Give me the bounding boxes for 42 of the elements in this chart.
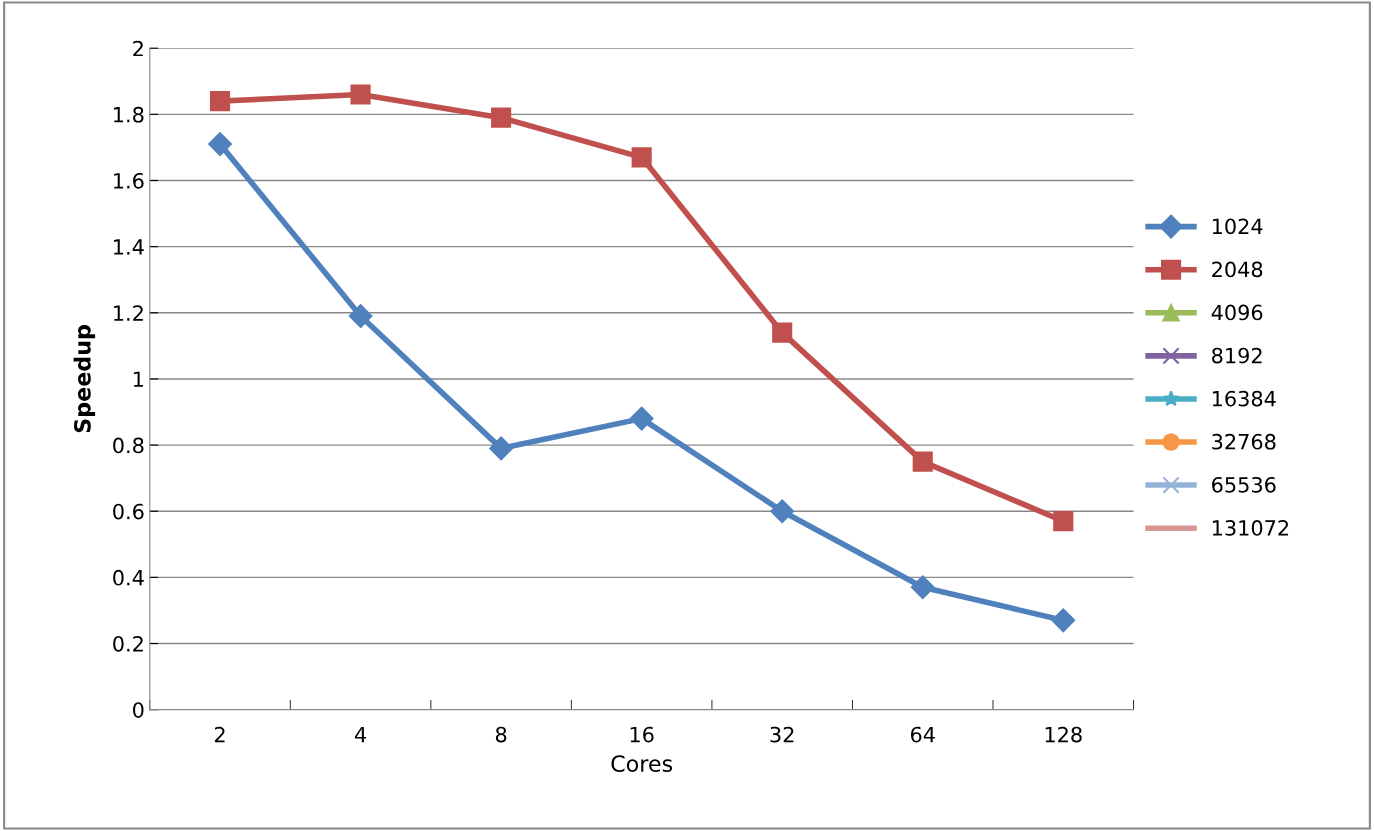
legend-label: 2048 [1212,261,1263,278]
point [772,322,793,343]
point [912,451,933,472]
y-tick-label: 1 [133,371,143,387]
x-tick-label: 32 [770,726,794,743]
point [350,84,371,105]
x-tick-label: 4 [354,726,367,743]
point [770,499,795,524]
point [348,304,373,328]
legend-label: 131072 [1212,520,1289,536]
point [489,436,513,461]
y-tick-label: 1.4 [114,239,144,255]
legend-label: 1024 [1212,218,1263,235]
x-tick-label: 128 [1045,726,1082,743]
x-tick-label: 64 [910,726,935,743]
x-axis-title: Cores [611,755,673,773]
point [208,132,232,156]
legend-label: 65536 [1212,476,1276,493]
legend-label: 32768 [1212,433,1276,450]
y-tick-label: 1.2 [114,305,143,321]
legend-label: 16384 [1212,390,1276,407]
x-tick-label: 8 [495,726,507,743]
point [1053,511,1074,532]
y-tick-label: 1.8 [114,106,144,123]
point [629,406,654,431]
point [209,91,231,112]
y-tick-label: 0 [133,702,144,718]
y-tick-label: 2 [133,40,143,57]
legend-label: 8192 [1212,347,1262,364]
point [491,107,512,128]
point [631,147,652,168]
y-tick-label: 0.4 [113,569,144,586]
y-tick-label: 0.6 [113,503,144,520]
legend-label: 4096 [1211,304,1263,321]
x-tick-label: 16 [630,726,654,743]
x-tick-label: 2 [214,726,225,743]
y-tick-label: 0.2 [113,635,143,652]
y-tick-label: 1.6 [114,172,144,189]
y-axis-title: Speedup [73,325,96,433]
point [1051,608,1076,633]
y-tick-label: 0.8 [113,437,144,454]
point [910,575,935,600]
